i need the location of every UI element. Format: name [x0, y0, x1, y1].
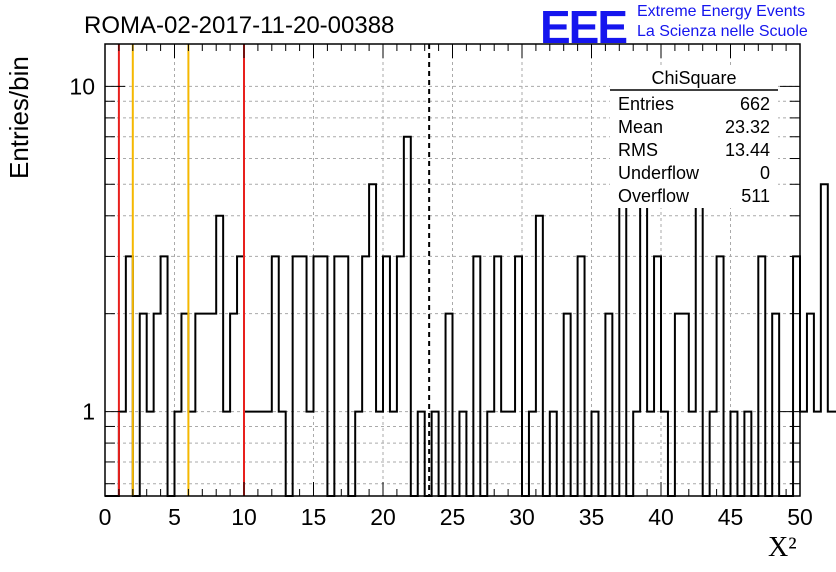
x-axis-label: X²	[768, 532, 797, 563]
x-tick-label: 40	[648, 504, 674, 530]
x-tick-label: 45	[718, 504, 744, 530]
stats-row-label: RMS	[618, 140, 658, 160]
x-tick-label: 25	[440, 504, 466, 530]
stats-row-value: 23.32	[725, 117, 770, 137]
stats-row-value: 13.44	[725, 140, 770, 160]
stats-row-label: Mean	[618, 117, 663, 137]
x-tick-label: 10	[231, 504, 257, 530]
stats-row-label: Overflow	[618, 186, 690, 206]
y-tick-label: 1	[82, 399, 95, 425]
stats-row-label: Underflow	[618, 163, 700, 183]
logo-subtitle-line2: La Scienza nelle Scuole	[637, 23, 808, 40]
x-tick-label: 30	[509, 504, 535, 530]
x-tick-label: 5	[168, 504, 181, 530]
stats-box-title: ChiSquare	[651, 68, 736, 88]
stats-row-value: 511	[741, 186, 770, 206]
stats-row-value: 662	[740, 94, 770, 114]
x-tick-label: 15	[301, 504, 327, 530]
chart-title: ROMA-02-2017-11-20-00388	[84, 12, 395, 39]
logo-subtitle-line1: Extreme Energy Events	[637, 3, 806, 20]
stats-row-value: 0	[760, 163, 770, 183]
stats-row-label: Entries	[618, 94, 674, 114]
y-tick-label: 10	[69, 73, 95, 99]
x-tick-label: 50	[787, 504, 813, 530]
x-tick-label: 35	[579, 504, 605, 530]
x-tick-label: 0	[99, 504, 112, 530]
x-tick-label: 20	[370, 504, 396, 530]
